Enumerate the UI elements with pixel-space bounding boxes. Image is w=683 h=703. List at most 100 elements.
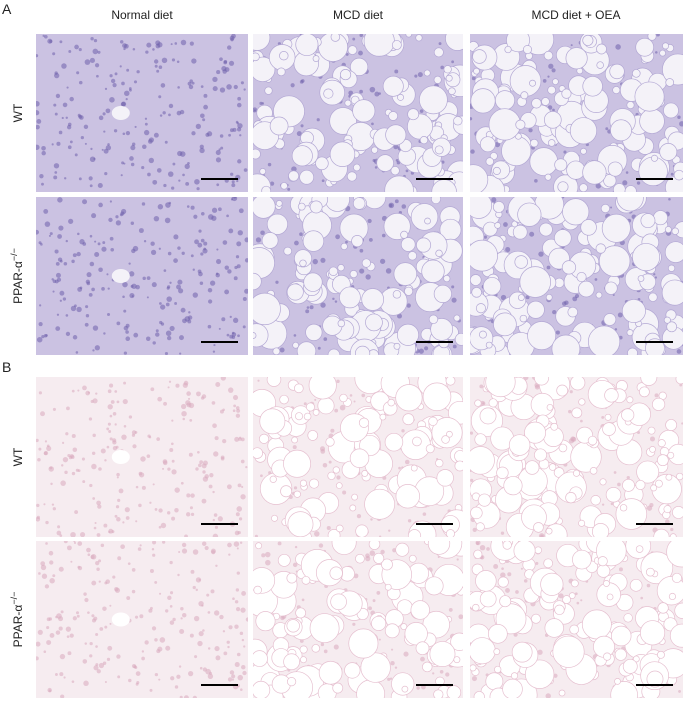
nucleus	[190, 493, 195, 498]
nucleus	[128, 87, 132, 90]
nucleus	[37, 458, 41, 462]
fat-vacuole	[600, 203, 611, 214]
fat-vacuole	[400, 623, 408, 630]
nucleus	[193, 615, 200, 622]
fat-vacuole	[317, 397, 335, 415]
nucleus	[48, 234, 51, 237]
nucleus	[207, 287, 213, 293]
fat-vacuole	[397, 93, 404, 101]
nucleus	[162, 541, 166, 544]
nucleus	[39, 173, 44, 179]
nucleus	[83, 680, 89, 687]
nucleus	[163, 269, 167, 272]
fat-vacuole	[621, 299, 646, 324]
nucleus	[323, 649, 328, 654]
nucleus	[126, 68, 130, 72]
nucleus	[90, 399, 94, 403]
nucleus	[185, 181, 190, 186]
nucleus	[215, 564, 218, 567]
nucleus	[61, 441, 65, 445]
nucleus	[122, 43, 127, 49]
fat-vacuole	[454, 332, 463, 346]
fat-vacuole	[634, 81, 665, 112]
nucleus	[169, 560, 173, 565]
fat-vacuole	[416, 237, 432, 253]
nucleus	[74, 153, 78, 157]
fat-vacuole	[550, 422, 559, 431]
nucleus	[109, 97, 115, 103]
nucleus	[534, 179, 538, 183]
nucleus	[78, 80, 83, 85]
nucleus	[231, 183, 236, 188]
nucleus	[56, 530, 62, 536]
nucleus	[157, 396, 163, 402]
nucleus	[131, 248, 136, 254]
nucleus	[64, 470, 68, 475]
fat-vacuole	[632, 243, 661, 272]
nucleus	[222, 439, 227, 444]
nucleus	[92, 497, 96, 500]
fat-vacuole	[605, 487, 622, 503]
nucleus	[228, 228, 234, 234]
nucleus	[320, 257, 326, 263]
nucleus	[233, 541, 240, 547]
nucleus	[405, 169, 409, 173]
nucleus	[317, 346, 321, 350]
fat-vacuole	[339, 393, 348, 403]
fat-vacuole	[391, 40, 402, 50]
nucleus	[116, 476, 119, 479]
nucleus	[144, 122, 148, 126]
nucleus	[106, 427, 110, 431]
nucleus	[61, 464, 64, 467]
nucleus	[320, 642, 325, 647]
nucleus	[314, 398, 317, 401]
fat-vacuole	[606, 593, 614, 601]
fat-vacuole	[253, 585, 262, 595]
fat-vacuole	[255, 611, 276, 632]
nucleus	[520, 567, 523, 570]
nucleus	[94, 63, 100, 68]
nucleus	[507, 572, 512, 577]
nucleus	[618, 567, 623, 572]
nucleus	[217, 516, 223, 522]
micrograph	[470, 541, 683, 698]
fat-vacuole	[657, 439, 666, 448]
nucleus	[376, 591, 381, 595]
nucleus	[90, 147, 93, 151]
fat-vacuole	[275, 200, 283, 207]
nucleus	[153, 59, 159, 64]
fat-vacuole	[512, 224, 528, 240]
nucleus	[152, 48, 155, 51]
nucleus	[91, 213, 97, 219]
nucleus	[404, 459, 410, 465]
nucleus	[167, 251, 172, 256]
nucleus	[372, 159, 376, 162]
nucleus	[133, 332, 139, 338]
column-header: MCD diet	[333, 8, 384, 22]
nucleus	[320, 302, 326, 308]
nucleus	[195, 123, 201, 130]
nucleus	[458, 614, 463, 620]
nucleus	[72, 616, 77, 621]
fat-vacuole	[569, 117, 598, 145]
fat-vacuole	[570, 579, 579, 588]
nucleus	[564, 300, 569, 305]
fat-vacuole	[353, 163, 361, 172]
nucleus	[172, 162, 176, 166]
nucleus	[89, 483, 93, 488]
nucleus	[392, 548, 397, 553]
nucleus	[679, 383, 683, 387]
nucleus	[72, 447, 78, 453]
nucleus	[193, 214, 198, 219]
nucleus	[237, 123, 243, 129]
nucleus	[445, 672, 450, 677]
nucleus	[150, 249, 157, 255]
nucleus	[88, 417, 93, 421]
fat-vacuole	[578, 280, 595, 298]
nucleus	[129, 156, 134, 161]
nucleus	[178, 665, 182, 668]
fat-vacuole	[410, 203, 439, 231]
fat-vacuole	[327, 348, 341, 355]
nucleus	[76, 614, 80, 618]
nucleus	[245, 617, 248, 622]
